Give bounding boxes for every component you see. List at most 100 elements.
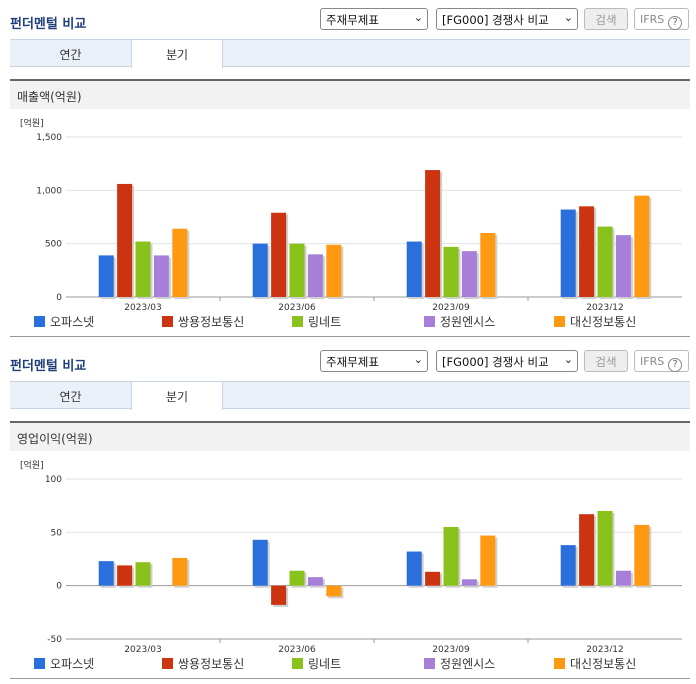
section-title: 매출액(억원) — [10, 79, 690, 109]
legend-label: 정원엔시스 — [440, 315, 496, 329]
bar-chart1-2-2[interactable] — [443, 527, 459, 586]
bar-chart1-2-1[interactable] — [289, 570, 305, 586]
bar-chart0-0-0[interactable] — [98, 255, 114, 297]
x-tick-label: 2023/06 — [278, 645, 316, 652]
operating-profit-chart: [억원] -50 0 50 100 2023/03 2023/06 2023/09 2023/1… — [0, 452, 696, 656]
bar-chart0-4-2[interactable] — [480, 233, 496, 297]
legend-swatch — [424, 658, 435, 669]
bar-chart1-4-0[interactable] — [172, 557, 188, 586]
statement-select[interactable]: 주재무제표 ⌄ — [320, 8, 428, 30]
section-title: 영업이익(억원) — [10, 421, 690, 451]
legend-label: 쌍용정보통신 — [178, 657, 245, 671]
bar-chart0-1-2[interactable] — [425, 170, 441, 297]
chevron-down-icon: ⌄ — [413, 11, 423, 24]
peer-select-value: [FG000] 경쟁사 비교 — [442, 13, 549, 27]
legend-item[interactable]: 쌍용정보통신 — [162, 655, 244, 672]
bar-chart1-4-2[interactable] — [480, 535, 496, 586]
period-tabs: 연간 분기 — [10, 381, 690, 410]
statement-select[interactable]: 주재무제표 ⌄ — [320, 350, 428, 372]
bar-chart1-0-3[interactable] — [560, 545, 576, 586]
revenue-chart: [억원] 0 500 1,000 1,500 2023/03 2023/06 2023/09 2… — [0, 110, 696, 314]
bar-chart0-4-3[interactable] — [634, 195, 650, 297]
tab-quarterly[interactable]: 분기 — [131, 381, 223, 410]
x-tick-label: 2023/03 — [124, 645, 161, 652]
bar-chart0-1-0[interactable] — [117, 183, 133, 297]
peer-select[interactable]: [FG000] 경쟁사 비교 ⌄ — [436, 350, 578, 372]
chart-legend: 오파스넷 쌍용정보통신 링네트 정원엔시스 대신정보통신 — [0, 655, 696, 673]
bar-chart1-0-0[interactable] — [98, 561, 114, 586]
statement-select-value: 주재무제표 — [326, 13, 379, 27]
bar-chart0-2-0[interactable] — [135, 241, 151, 297]
bar-chart0-3-3[interactable] — [615, 235, 631, 297]
ifrs-button[interactable]: IFRS? — [634, 350, 689, 372]
legend-label: 대신정보통신 — [570, 657, 637, 671]
bar-chart0-0-3[interactable] — [560, 209, 576, 297]
bar-chart0-2-3[interactable] — [597, 226, 613, 297]
bar-chart1-2-3[interactable] — [597, 511, 613, 586]
bar-chart1-1-1[interactable] — [271, 585, 287, 605]
bar-chart0-3-1[interactable] — [307, 254, 323, 297]
bar-chart1-1-3[interactable] — [579, 514, 595, 586]
bar-chart0-2-1[interactable] — [289, 243, 305, 297]
bar-chart0-0-1[interactable] — [252, 243, 268, 297]
bar-chart0-4-0[interactable] — [172, 228, 188, 297]
bar-chart1-0-1[interactable] — [252, 539, 268, 586]
bar-chart1-3-1[interactable] — [307, 577, 323, 586]
legend-item[interactable]: 쌍용정보통신 — [162, 313, 244, 330]
legend-item[interactable]: 정원엔시스 — [424, 313, 495, 330]
unit-label: [억원] — [20, 459, 44, 471]
bar-chart1-0-2[interactable] — [406, 551, 422, 586]
legend-swatch — [34, 316, 45, 327]
peer-select-value: [FG000] 경쟁사 비교 — [442, 355, 549, 369]
unit-label: [억원] — [20, 117, 44, 129]
search-button[interactable]: 검색 — [584, 350, 628, 372]
bar-chart1-4-1[interactable] — [326, 585, 342, 597]
help-icon[interactable]: ? — [668, 358, 683, 372]
bar-chart1-1-2[interactable] — [425, 571, 441, 586]
legend-label: 대신정보통신 — [570, 315, 637, 329]
bar-chart0-4-1[interactable] — [326, 244, 342, 297]
bar-chart1-3-3[interactable] — [615, 570, 631, 586]
x-tick-label: 2023/12 — [586, 645, 623, 652]
ifrs-label: IFRS — [640, 13, 665, 26]
bar-chart0-2-2[interactable] — [443, 246, 459, 297]
panel-divider — [10, 336, 690, 337]
legend-item[interactable]: 대신정보통신 — [554, 655, 636, 672]
peer-select[interactable]: [FG000] 경쟁사 비교 ⌄ — [436, 8, 578, 30]
revenue-chart-svg: [억원] 0 500 1,000 1,500 2023/03 2023/06 2023/09 2… — [20, 117, 682, 313]
bar-chart1-1-0[interactable] — [117, 565, 133, 586]
ifrs-button[interactable]: IFRS? — [634, 8, 689, 30]
bar-chart1-2-0[interactable] — [135, 562, 151, 586]
legend-item[interactable]: 대신정보통신 — [554, 313, 636, 330]
bar-chart0-0-2[interactable] — [406, 241, 422, 297]
tab-quarterly[interactable]: 분기 — [131, 39, 223, 68]
tab-annual[interactable]: 연간 — [59, 48, 82, 62]
bar-chart0-1-3[interactable] — [579, 206, 595, 297]
chevron-down-icon: ⌄ — [413, 353, 423, 366]
bar-chart1-3-2[interactable] — [461, 579, 477, 586]
legend-swatch — [162, 316, 173, 327]
bar-chart1-4-3[interactable] — [634, 524, 650, 586]
chart-legend: 오파스넷 쌍용정보통신 링네트 정원엔시스 대신정보통신 — [0, 313, 696, 331]
legend-item[interactable]: 오파스넷 — [34, 313, 94, 330]
legend-item[interactable]: 오파스넷 — [34, 655, 94, 672]
y-tick-label: 1,500 — [36, 133, 62, 143]
y-tick-label: -50 — [47, 635, 62, 645]
legend-item[interactable]: 정원엔시스 — [424, 655, 495, 672]
legend-item[interactable]: 링네트 — [292, 313, 341, 330]
panel-divider — [10, 678, 690, 679]
y-tick-label: 0 — [56, 582, 62, 592]
panel-title: 펀더멘털 비교 — [10, 17, 87, 32]
help-icon[interactable]: ? — [668, 16, 683, 30]
bar-chart0-1-1[interactable] — [271, 212, 287, 297]
legend-label: 오파스넷 — [50, 315, 95, 329]
y-tick-label: 0 — [56, 293, 62, 303]
bar-chart0-3-2[interactable] — [461, 251, 477, 297]
legend-item[interactable]: 링네트 — [292, 655, 341, 672]
legend-swatch — [162, 658, 173, 669]
bar-chart0-3-0[interactable] — [153, 255, 169, 297]
search-button[interactable]: 검색 — [584, 8, 628, 30]
legend-swatch — [292, 658, 303, 669]
y-tick-label: 500 — [45, 240, 62, 250]
tab-annual[interactable]: 연간 — [59, 390, 82, 404]
